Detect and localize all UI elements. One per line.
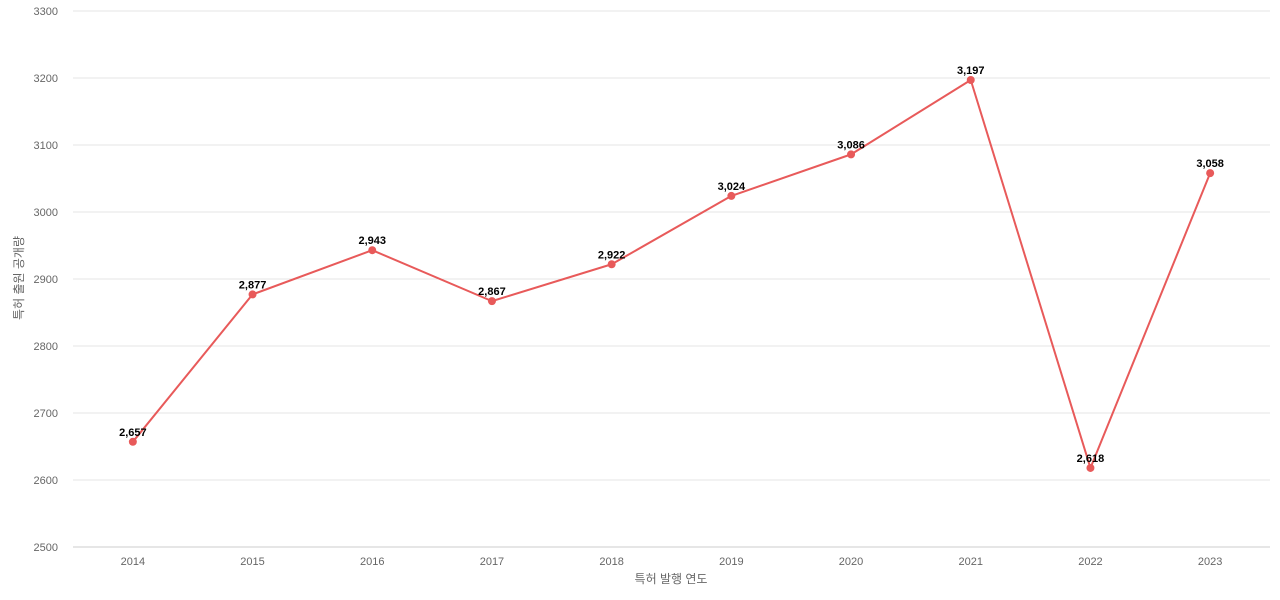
grid-layer — [73, 10, 1270, 548]
data-label: 3,086 — [837, 139, 865, 151]
data-label: 2,657 — [119, 427, 147, 439]
data-point[interactable] — [248, 290, 257, 299]
y-tick-label: 2600 — [34, 475, 58, 487]
data-label: 3,058 — [1196, 158, 1224, 170]
data-label: 2,877 — [239, 279, 267, 291]
y-axis-ticks: 2500 2600 2700 2800 2900 3000 3100 3200 3300 — [34, 6, 58, 554]
series-line — [132, 79, 1212, 469]
data-point[interactable] — [128, 437, 137, 446]
x-tick-label: 2018 — [599, 556, 623, 568]
y-tick-label: 3200 — [34, 73, 58, 85]
data-label: 2,943 — [358, 235, 386, 247]
data-point[interactable] — [607, 260, 616, 269]
y-tick-label: 3100 — [34, 140, 58, 152]
data-point[interactable] — [368, 246, 377, 255]
data-point[interactable] — [966, 76, 975, 85]
y-tick-label: 3000 — [34, 207, 58, 219]
x-tick-label: 2016 — [360, 556, 384, 568]
x-tick-label: 2019 — [719, 556, 743, 568]
y-tick-label: 2800 — [34, 341, 58, 353]
x-tick-label: 2014 — [121, 556, 145, 568]
y-tick-label: 3300 — [34, 6, 58, 18]
data-point[interactable] — [727, 191, 736, 200]
x-tick-label: 2022 — [1078, 556, 1102, 568]
y-tick-label: 2900 — [34, 274, 58, 286]
data-point[interactable] — [487, 297, 496, 306]
x-tick-label: 2021 — [959, 556, 983, 568]
data-point[interactable] — [1086, 463, 1095, 472]
data-label: 2,618 — [1077, 453, 1105, 465]
data-label: 3,197 — [957, 65, 985, 77]
x-tick-label: 2023 — [1198, 556, 1222, 568]
x-axis-ticks: 2014 2015 2016 2017 2018 2019 2020 2021 2022 2023 — [121, 556, 1223, 568]
x-axis-title: 특허 발행 연도 — [635, 571, 708, 586]
y-axis-title: 특허 출원 공개량 — [12, 236, 26, 320]
data-label: 3,024 — [718, 181, 746, 193]
x-tick-label: 2017 — [480, 556, 504, 568]
series-layer — [128, 76, 1215, 472]
x-tick-label: 2020 — [839, 556, 863, 568]
x-tick-label: 2015 — [240, 556, 264, 568]
data-label: 2,867 — [478, 286, 506, 298]
data-point[interactable] — [847, 150, 856, 159]
data-label: 2,922 — [598, 249, 626, 261]
data-label-layer: 2,657 2,877 2,943 2,867 2,922 3,024 3,086 3,197… — [119, 65, 1224, 465]
y-tick-label: 2500 — [34, 542, 58, 554]
data-point[interactable] — [1206, 169, 1215, 178]
y-tick-label: 2700 — [34, 408, 58, 420]
